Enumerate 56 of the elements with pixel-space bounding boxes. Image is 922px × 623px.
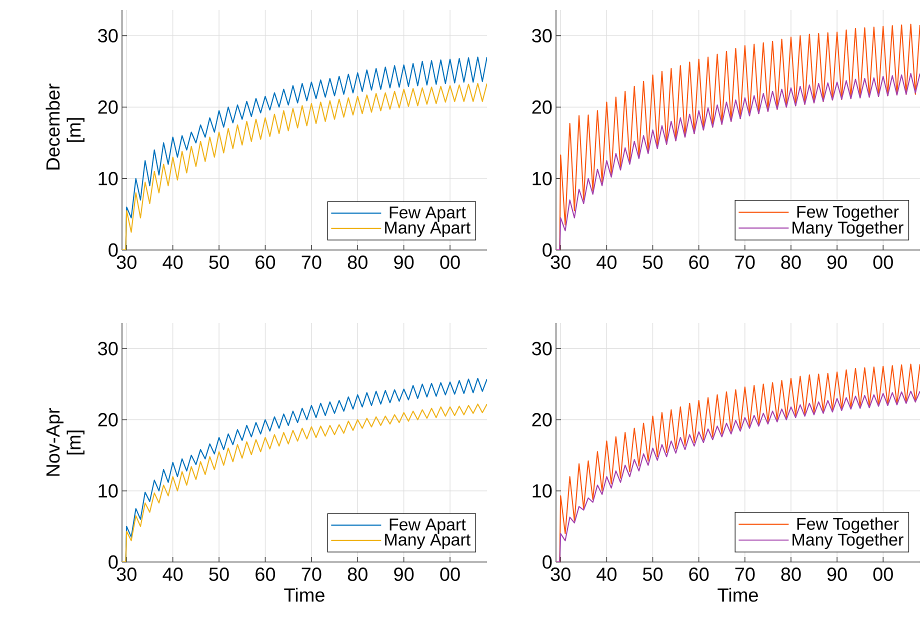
x-tick-label: 80: [781, 256, 801, 269]
x-tick-label: 70: [302, 568, 322, 581]
x-tick-label: 80: [781, 568, 801, 581]
legend-label: Few Together: [797, 517, 899, 534]
x-tick-label: 70: [735, 568, 755, 581]
x-tick-label: 50: [642, 256, 663, 269]
x-tick-label: 90: [827, 568, 847, 581]
x-tick-label: 00: [440, 256, 460, 269]
legend-label: Many Together: [792, 221, 904, 238]
x-tick-label: 50: [209, 256, 229, 269]
x-tick-label: 60: [256, 256, 276, 269]
y-tick-label: 20: [98, 100, 118, 114]
x-tick-label: 40: [162, 256, 183, 269]
x-tick-label: 00: [873, 256, 893, 269]
x-tick-label: 40: [596, 256, 616, 269]
y-tick-label: 0: [542, 555, 552, 569]
y-tick-label: 30: [98, 28, 118, 42]
y-tick-label: 20: [532, 412, 552, 426]
legend-label: Few Apart: [390, 518, 466, 534]
legend-label: Many Apart: [385, 534, 470, 550]
x-tick-label: 90: [827, 256, 847, 269]
x-tick-label: 60: [689, 568, 709, 581]
x-tick-label: 60: [256, 568, 276, 581]
legend-label: Many Apart: [385, 222, 470, 238]
x-tick-label: 90: [394, 568, 414, 581]
y-tick-label: 30: [98, 342, 118, 356]
x-tick-label: 80: [348, 568, 368, 581]
x-tick-label: 00: [440, 568, 460, 581]
y-tick-label: 0: [542, 243, 552, 257]
x-tick-label: 40: [162, 568, 183, 581]
y-tick-label: 20: [532, 100, 552, 114]
y-axis-title: Nov-Apr [m]: [46, 408, 84, 476]
y-tick-label: 30: [532, 342, 552, 356]
y-axis-title: December [m]: [46, 84, 84, 170]
x-tick-label: 70: [302, 256, 322, 269]
x-tick-label: 40: [596, 568, 616, 581]
legend-label: Few Apart: [390, 206, 466, 222]
y-tick-label: 20: [98, 412, 118, 426]
legend-label: Few Together: [797, 205, 899, 222]
y-tick-label: 0: [108, 555, 118, 569]
x-tick-label: 90: [394, 256, 414, 269]
y-tick-label: 0: [108, 243, 118, 257]
x-axis-title: Time: [284, 588, 324, 602]
y-tick-label: 30: [532, 28, 552, 42]
x-tick-label: 50: [209, 568, 229, 581]
y-tick-label: 10: [532, 484, 552, 498]
y-tick-label: 10: [532, 172, 552, 186]
x-axis-title: Time: [718, 588, 758, 602]
x-tick-label: 70: [735, 256, 755, 269]
x-tick-label: 80: [348, 256, 368, 269]
x-tick-label: 00: [873, 568, 893, 581]
legend-label: Many Together: [792, 533, 904, 550]
y-tick-label: 10: [98, 484, 118, 498]
x-tick-label: 60: [689, 256, 709, 269]
x-tick-label: 50: [642, 568, 663, 581]
y-tick-label: 10: [98, 172, 118, 186]
